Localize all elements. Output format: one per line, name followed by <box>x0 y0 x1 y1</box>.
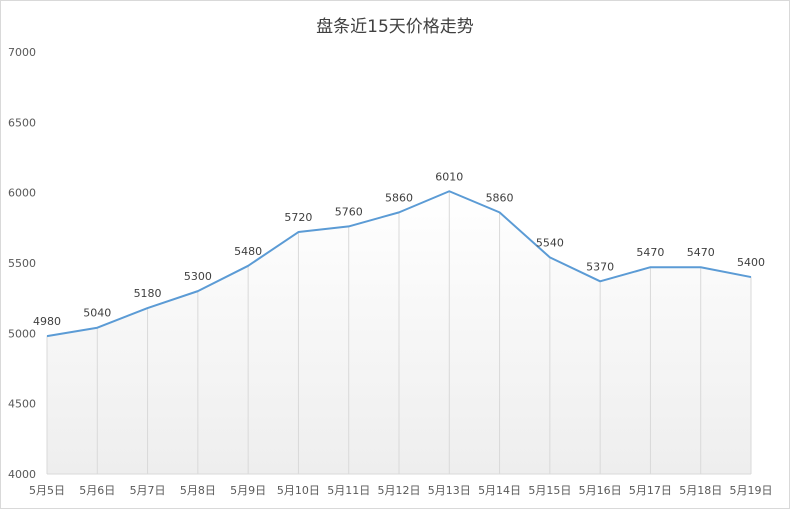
y-tick-label: 4000 <box>8 468 36 481</box>
y-tick-label: 6500 <box>8 116 36 129</box>
data-label: 5480 <box>234 245 262 258</box>
data-label: 5180 <box>134 287 162 300</box>
y-tick-label: 7000 <box>8 46 36 59</box>
data-label: 5540 <box>536 236 564 249</box>
x-tick-label: 5月12日 <box>378 484 421 497</box>
data-label: 5400 <box>737 256 765 269</box>
x-tick-label: 5月9日 <box>230 484 266 497</box>
x-tick-label: 5月7日 <box>130 484 166 497</box>
y-tick-label: 5500 <box>8 257 36 270</box>
data-label: 5370 <box>586 260 614 273</box>
x-tick-label: 5月15日 <box>528 484 571 497</box>
x-tick-label: 5月5日 <box>29 484 65 497</box>
chart-title: 盘条近15天价格走势 <box>316 17 474 37</box>
series-line <box>46 190 752 338</box>
data-label: 5470 <box>636 246 664 259</box>
y-tick-label: 5000 <box>8 327 36 340</box>
data-label: 4980 <box>33 315 61 328</box>
x-tick-label: 5月14日 <box>478 484 521 497</box>
data-label: 5720 <box>284 211 312 224</box>
y-tick-label: 6000 <box>8 187 36 200</box>
data-label: 6010 <box>435 170 463 183</box>
data-label: 5760 <box>335 205 363 218</box>
x-tick-label: 5月19日 <box>730 484 773 497</box>
data-label: 5860 <box>385 191 413 204</box>
x-tick-label: 5月17日 <box>629 484 672 497</box>
data-label: 5040 <box>83 307 111 320</box>
x-tick-label: 5月16日 <box>579 484 622 497</box>
y-tick-label: 4500 <box>8 398 36 411</box>
data-label: 5470 <box>687 246 715 259</box>
x-tick-label: 5月13日 <box>428 484 471 497</box>
data-label: 5300 <box>184 270 212 283</box>
data-label: 5860 <box>486 191 514 204</box>
x-tick-label: 5月11日 <box>327 484 370 497</box>
x-tick-label: 5月10日 <box>277 484 320 497</box>
x-tick-label: 5月18日 <box>679 484 722 497</box>
x-tick-label: 5月6日 <box>79 484 115 497</box>
x-tick-label: 5月8日 <box>180 484 216 497</box>
